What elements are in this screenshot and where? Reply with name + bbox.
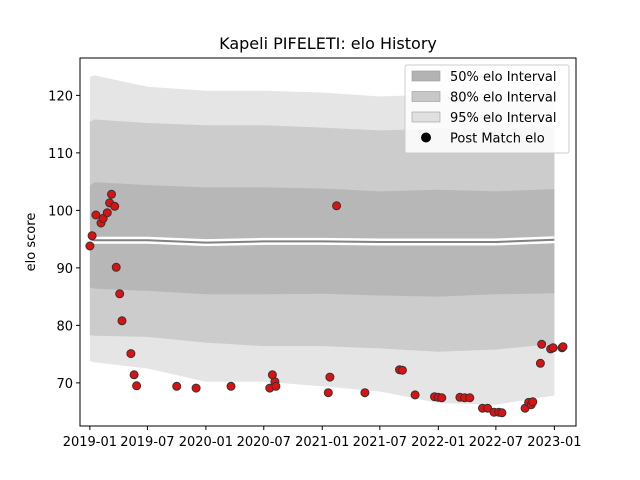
legend-swatch-band50 <box>411 70 441 82</box>
post-match-elo-point <box>111 262 121 272</box>
x-tick-label: 2022-01 <box>411 435 465 450</box>
legend: 50% elo Interval 80% elo Interval 95% elo … <box>404 64 570 154</box>
post-match-elo-point <box>87 231 97 241</box>
x-tick-label: 2021-01 <box>295 435 349 450</box>
post-match-elo-point <box>85 241 95 251</box>
y-tick-label: 110 <box>48 147 73 162</box>
x-axis: 2019-01 2019-07 2020-01 2020-07 2021-01 2021-… <box>63 426 582 450</box>
x-tick-label: 2019-01 <box>63 435 117 450</box>
x-tick-label: 2019-07 <box>120 435 174 450</box>
post-match-elo-point <box>132 381 142 391</box>
post-match-elo-point <box>360 388 370 398</box>
post-match-elo-point <box>271 381 281 391</box>
post-match-elo-point <box>548 343 558 353</box>
legend-swatch-band80 <box>411 91 441 102</box>
post-match-elo-point <box>110 201 120 211</box>
legend-label: 95% elo Interval <box>450 111 557 126</box>
y-axis-label: elo score <box>24 213 39 272</box>
post-match-elo-point <box>102 208 112 218</box>
y-tick-label: 100 <box>48 204 73 219</box>
post-match-elo-point <box>535 358 545 368</box>
post-match-elo-point <box>483 403 493 413</box>
legend-label: Post Match elo <box>450 132 545 147</box>
post-match-elo-point <box>558 342 568 352</box>
post-match-elo-point <box>437 393 447 403</box>
x-tick-label: 2020-01 <box>179 435 233 450</box>
x-tick-label: 2020-07 <box>237 435 291 450</box>
x-tick-label: 2022-07 <box>469 435 523 450</box>
y-axis: 70 80 90 100 110 120 <box>48 89 80 392</box>
legend-box <box>404 64 570 154</box>
post-match-elo-point <box>115 289 125 299</box>
post-match-elo-point <box>465 393 475 403</box>
post-match-elo-point <box>91 210 101 220</box>
post-match-elo-point <box>226 381 236 391</box>
y-tick-label: 120 <box>48 89 73 104</box>
y-tick-label: 70 <box>56 377 73 392</box>
post-match-elo-point <box>410 390 420 400</box>
post-match-elo-point <box>117 316 127 326</box>
post-match-elo-point <box>323 388 333 398</box>
post-match-elo-point <box>126 349 136 359</box>
legend-label: 80% elo Interval <box>450 91 557 106</box>
post-match-elo-point <box>172 381 182 391</box>
y-tick-label: 90 <box>56 262 73 277</box>
plot-area <box>85 75 568 418</box>
post-match-elo-point <box>107 189 116 199</box>
x-tick-label: 2021-07 <box>353 435 407 450</box>
post-match-elo-point <box>129 370 139 380</box>
post-match-elo-point <box>528 397 538 407</box>
y-tick-label: 80 <box>56 319 73 334</box>
plot-frame <box>79 57 577 427</box>
legend-label: 50% elo Interval <box>450 70 557 85</box>
post-match-elo-point <box>332 201 342 211</box>
post-match-elo-point <box>191 383 201 393</box>
post-match-elo-point <box>537 339 547 349</box>
legend-point-marker <box>421 132 431 143</box>
x-tick-label: 2023-01 <box>527 435 581 450</box>
post-match-elo-point <box>397 365 407 375</box>
post-match-elo-point <box>497 408 507 418</box>
post-match-elo-point <box>325 372 335 382</box>
legend-swatch-band95 <box>411 111 441 123</box>
median-elo-line <box>89 238 555 244</box>
chart-title: Kapeli PIFELETI: elo History <box>219 34 437 53</box>
